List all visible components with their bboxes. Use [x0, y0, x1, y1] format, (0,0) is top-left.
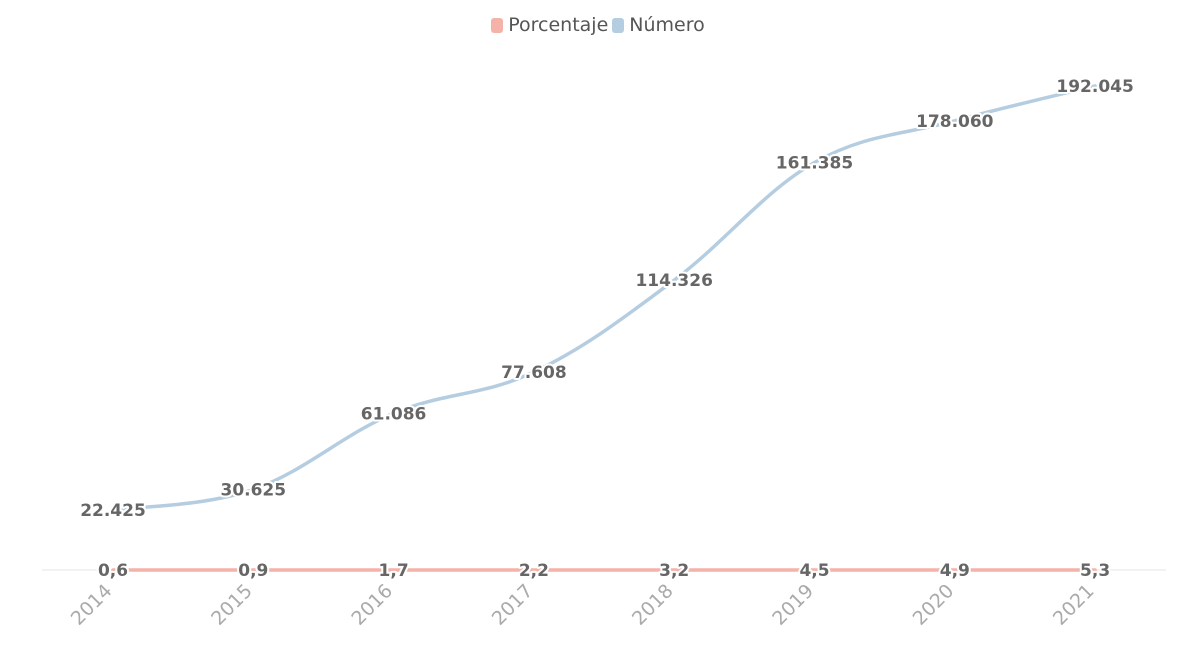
data-label-numero-2015: 30.625	[220, 480, 286, 500]
data-label-porcentaje-2015: 0,9	[238, 561, 268, 581]
legend-swatch-porcentaje	[491, 17, 504, 33]
data-label-numero-2014: 22.425	[80, 501, 146, 521]
data-label-numero-2021: 192.045	[1056, 77, 1133, 97]
legend-label-porcentaje: Porcentaje	[508, 14, 609, 36]
data-label-numero-2020: 178.060	[916, 112, 994, 132]
x-tick-label-2019: 2019	[768, 580, 818, 630]
data-label-numero-2016: 61.086	[361, 404, 427, 424]
data-label-numero-2019: 161.385	[776, 154, 853, 174]
data-label-numero-2017: 77.608	[501, 363, 567, 383]
legend-label-numero: Número	[629, 14, 705, 36]
legend-item-porcentaje[interactable]: Porcentaje	[491, 14, 608, 36]
legend-item-numero[interactable]: Número	[612, 14, 705, 36]
x-tick-label-2015: 2015	[207, 580, 257, 630]
x-tick-label-2016: 2016	[347, 580, 397, 630]
legend: Porcentaje Número	[0, 14, 1196, 36]
x-tick-label-2020: 2020	[909, 580, 959, 630]
x-tick-label-2014: 2014	[67, 580, 117, 630]
x-tick-label-2018: 2018	[628, 580, 678, 630]
data-label-numero-2018: 114.326	[635, 271, 712, 291]
data-label-porcentaje-2014: 0,6	[98, 561, 128, 581]
x-tick-label-2017: 2017	[488, 580, 538, 630]
data-label-porcentaje-2021: 5,3	[1080, 561, 1110, 581]
data-label-porcentaje-2017: 2,2	[519, 561, 549, 581]
x-tick-label-2021: 2021	[1049, 580, 1099, 630]
data-label-porcentaje-2018: 3,2	[659, 561, 689, 581]
series-line-numero	[111, 84, 1097, 512]
data-label-porcentaje-2019: 4,5	[799, 561, 829, 581]
legend-swatch-numero	[612, 17, 625, 33]
data-label-porcentaje-2016: 1,7	[379, 561, 409, 581]
data-label-porcentaje-2020: 4,9	[940, 561, 970, 581]
